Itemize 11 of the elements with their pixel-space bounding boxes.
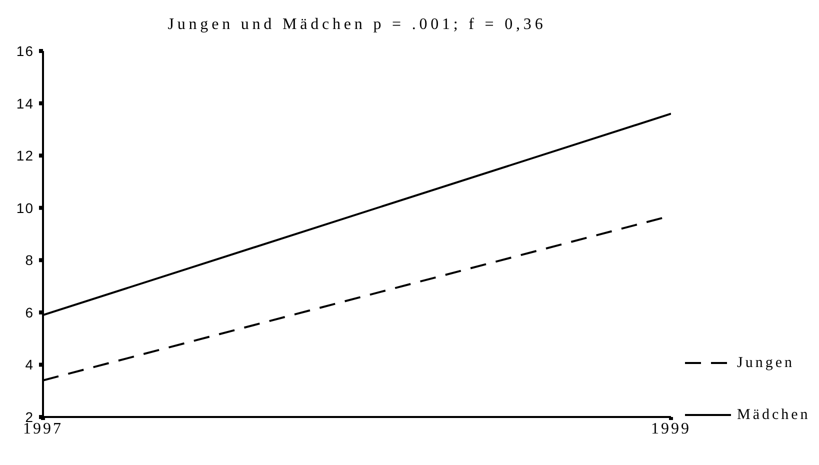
y-tick-label: 4 (25, 356, 34, 373)
legend-label: Jungen (737, 354, 794, 373)
y-tick-label: 16 (16, 42, 34, 59)
x-tick-label: 1999 (651, 420, 691, 438)
y-tick-label: 10 (16, 200, 34, 216)
y-tick-label: 14 (16, 95, 34, 112)
legend-label: Mädchen (737, 406, 810, 425)
y-tick-label: 6 (25, 304, 34, 320)
chart-title: Jungen und Mädchen p = .001; f = 0,36 (166, 15, 548, 35)
y-tick-label: 8 (25, 252, 34, 268)
y-tick-label: 12 (16, 148, 34, 164)
